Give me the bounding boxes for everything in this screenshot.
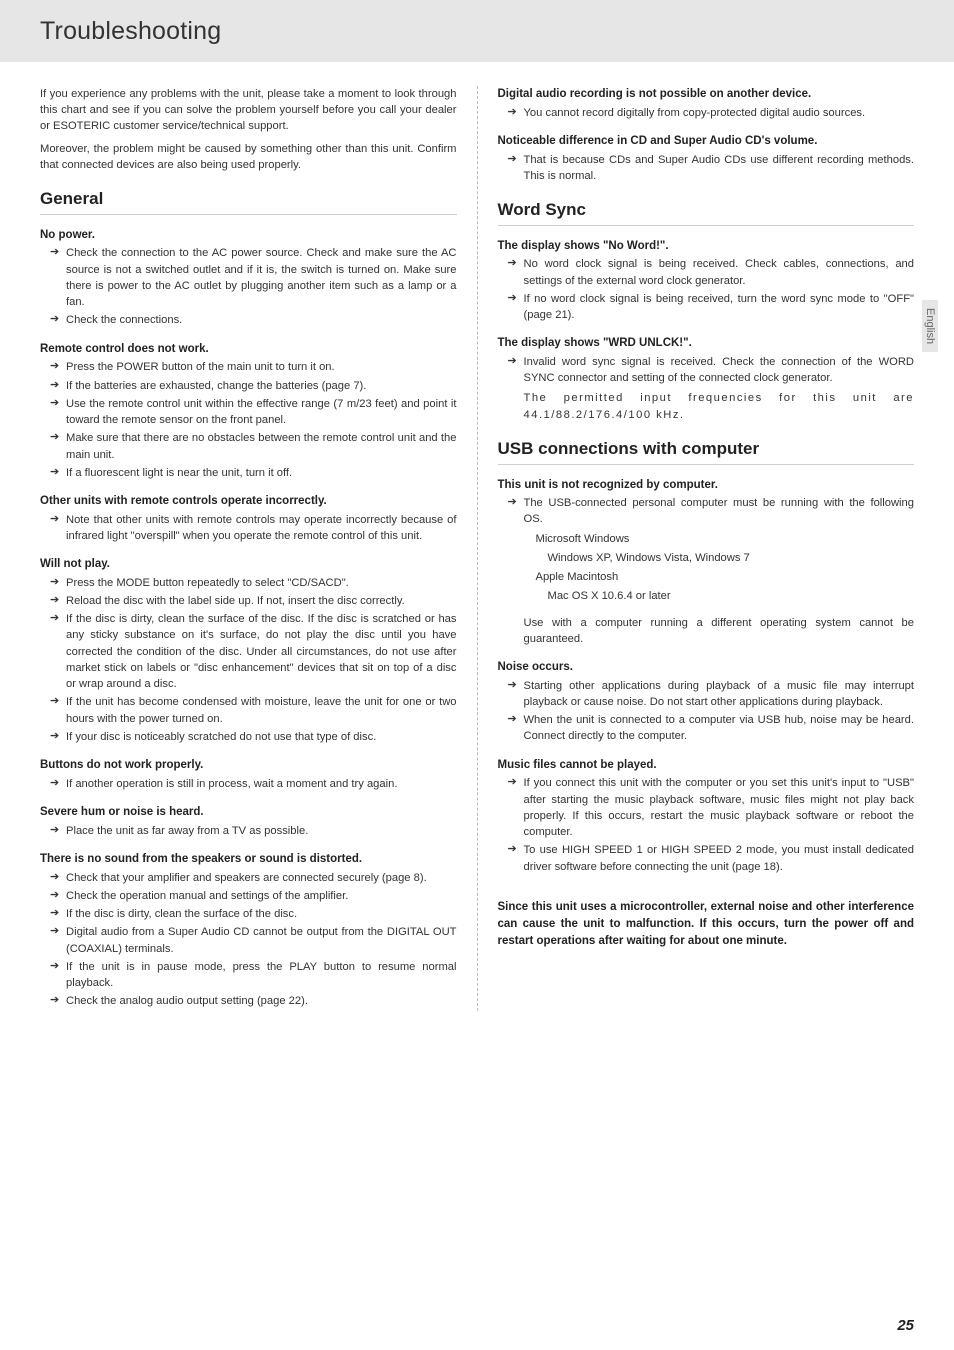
list-item: Check that your amplifier and speakers a…	[52, 870, 457, 886]
page-number: 25	[897, 1317, 914, 1334]
list-item: That is because CDs and Super Audio CDs …	[510, 152, 915, 184]
list-music-files: If you connect this unit with the comput…	[498, 775, 915, 874]
list-item: If the batteries are exhausted, change t…	[52, 378, 457, 394]
list-not-recognized: The USB-connected personal computer must…	[498, 495, 915, 527]
list-item: If another operation is still in process…	[52, 776, 457, 792]
list-item: You cannot record digitally from copy-pr…	[510, 105, 915, 121]
list-item: Check the operation manual and settings …	[52, 888, 457, 904]
heading-will-not-play: Will not play.	[40, 556, 457, 573]
heading-digital: Digital audio recording is not possible …	[498, 86, 915, 103]
list-item: If the disc is dirty, clean the surface …	[52, 611, 457, 692]
heading-other-units: Other units with remote controls operate…	[40, 493, 457, 510]
list-item: Check the connections.	[52, 312, 457, 328]
list-wrd-unlck: Invalid word sync signal is received. Ch…	[498, 354, 915, 386]
os-windows: Microsoft Windows	[498, 531, 915, 547]
list-item: Use the remote control unit within the e…	[52, 396, 457, 428]
section-usb: USB connections with computer	[498, 437, 915, 465]
list-item: If your disc is noticeably scratched do …	[52, 729, 457, 745]
language-tab: English	[922, 300, 938, 352]
list-item: Note that other units with remote contro…	[52, 512, 457, 544]
list-item: When the unit is connected to a computer…	[510, 712, 915, 744]
list-item: Place the unit as far away from a TV as …	[52, 823, 457, 839]
wrd-note: The permitted input frequencies for this…	[498, 390, 915, 422]
list-item: Digital audio from a Super Audio CD cann…	[52, 924, 457, 956]
page-title: Troubleshooting	[40, 17, 221, 46]
heading-not-recognized: This unit is not recognized by computer.	[498, 477, 915, 494]
heading-no-word: The display shows "No Word!".	[498, 238, 915, 255]
list-item: Make sure that there are no obstacles be…	[52, 430, 457, 462]
list-hum: Place the unit as far away from a TV as …	[40, 823, 457, 839]
list-item: No word clock signal is being received. …	[510, 256, 915, 288]
list-item: If the disc is dirty, clean the surface …	[52, 906, 457, 922]
os-mac-version: Mac OS X 10.6.4 or later	[498, 588, 915, 604]
list-will-not-play: Press the MODE button repeatedly to sele…	[40, 575, 457, 745]
left-column: If you experience any problems with the …	[40, 86, 457, 1011]
list-item: Press the MODE button repeatedly to sele…	[52, 575, 457, 591]
heading-remote: Remote control does not work.	[40, 341, 457, 358]
section-general: General	[40, 187, 457, 215]
list-item: If no word clock signal is being receive…	[510, 291, 915, 323]
heading-no-sound: There is no sound from the speakers or s…	[40, 851, 457, 868]
column-divider	[477, 86, 478, 1011]
list-no-sound: Check that your amplifier and speakers a…	[40, 870, 457, 1010]
list-no-power: Check the connection to the AC power sou…	[40, 245, 457, 328]
intro-paragraph-1: If you experience any problems with the …	[40, 86, 457, 135]
header-band: Troubleshooting	[0, 0, 954, 62]
list-item: Invalid word sync signal is received. Ch…	[510, 354, 915, 386]
list-remote: Press the POWER button of the main unit …	[40, 359, 457, 481]
os-windows-versions: Windows XP, Windows Vista, Windows 7	[498, 550, 915, 566]
heading-buttons: Buttons do not work properly.	[40, 757, 457, 774]
content-area: If you experience any problems with the …	[0, 62, 954, 1021]
list-item: Check the connection to the AC power sou…	[52, 245, 457, 310]
intro-paragraph-2: Moreover, the problem might be caused by…	[40, 141, 457, 173]
heading-noise: Noise occurs.	[498, 659, 915, 676]
section-word-sync: Word Sync	[498, 198, 915, 226]
list-no-word: No word clock signal is being received. …	[498, 256, 915, 323]
list-digital: You cannot record digitally from copy-pr…	[498, 105, 915, 121]
list-item: If the unit has become condensed with mo…	[52, 694, 457, 726]
list-item: Check the analog audio output setting (p…	[52, 993, 457, 1009]
os-note: Use with a computer running a different …	[498, 615, 915, 647]
list-item: Starting other applications during playb…	[510, 678, 915, 710]
list-other-units: Note that other units with remote contro…	[40, 512, 457, 544]
right-column: Digital audio recording is not possible …	[498, 86, 915, 1011]
list-noise: Starting other applications during playb…	[498, 678, 915, 745]
list-item: If a fluorescent light is near the unit,…	[52, 465, 457, 481]
list-item: If you connect this unit with the comput…	[510, 775, 915, 840]
list-noticeable: That is because CDs and Super Audio CDs …	[498, 152, 915, 184]
heading-no-power: No power.	[40, 227, 457, 244]
heading-noticeable: Noticeable difference in CD and Super Au…	[498, 133, 915, 150]
heading-hum: Severe hum or noise is heard.	[40, 804, 457, 821]
list-buttons: If another operation is still in process…	[40, 776, 457, 792]
list-item: If the unit is in pause mode, press the …	[52, 959, 457, 991]
heading-music-files: Music files cannot be played.	[498, 757, 915, 774]
os-mac: Apple Macintosh	[498, 569, 915, 585]
list-item: To use HIGH SPEED 1 or HIGH SPEED 2 mode…	[510, 842, 915, 874]
heading-wrd-unlck: The display shows "WRD UNLCK!".	[498, 335, 915, 352]
list-item: The USB-connected personal computer must…	[510, 495, 915, 527]
warning-paragraph: Since this unit uses a microcontroller, …	[498, 899, 915, 951]
list-item: Reload the disc with the label side up. …	[52, 593, 457, 609]
list-item: Press the POWER button of the main unit …	[52, 359, 457, 375]
